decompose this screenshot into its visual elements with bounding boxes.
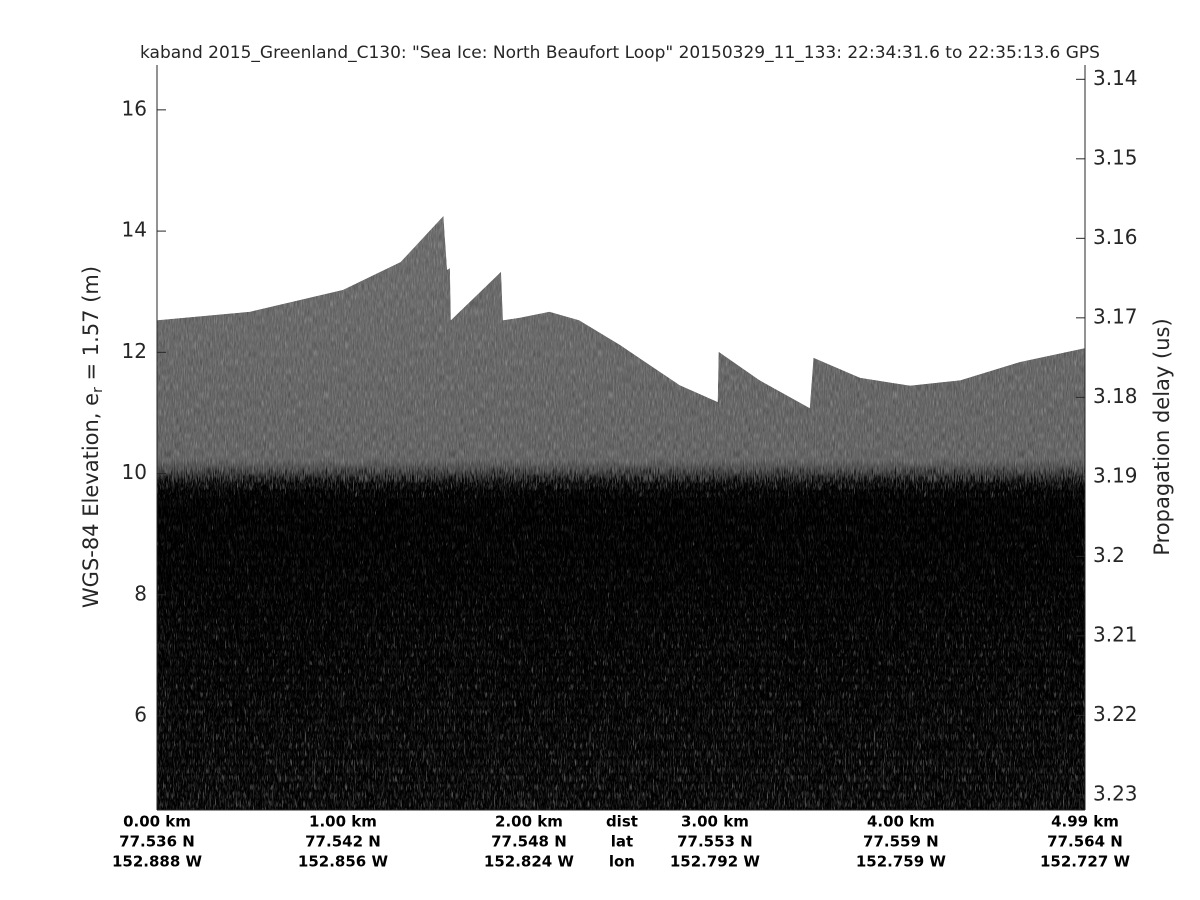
y-tick-label: 12 bbox=[122, 339, 147, 363]
y-label-subscript: r bbox=[90, 387, 106, 393]
echogram-area bbox=[157, 215, 1085, 810]
y2-tick-label: 3.15 bbox=[1093, 145, 1138, 169]
y2-tick-label: 3.16 bbox=[1093, 225, 1138, 249]
y2-tick-label: 3.17 bbox=[1093, 304, 1138, 328]
y2-tick-label: 3.19 bbox=[1093, 463, 1138, 487]
y-tick-label: 6 bbox=[134, 703, 147, 727]
row-label: dist bbox=[606, 813, 638, 831]
y2-tick-label: 3.22 bbox=[1093, 702, 1138, 726]
x-tick-label: 0.00 km bbox=[123, 813, 191, 831]
row-label: lat bbox=[611, 833, 633, 851]
lat-label: 77.559 N bbox=[863, 833, 939, 851]
x-tick-label: 4.99 km bbox=[1051, 813, 1119, 831]
lat-label: 77.548 N bbox=[491, 833, 567, 851]
x-tick-label: 2.00 km bbox=[495, 813, 563, 831]
y2-tick-label: 3.23 bbox=[1093, 781, 1138, 805]
y-tick-label: 8 bbox=[134, 581, 147, 605]
lon-label: 152.759 W bbox=[856, 853, 947, 871]
y-tick-label: 14 bbox=[122, 218, 147, 242]
lon-label: 152.856 W bbox=[298, 853, 389, 871]
y2-tick-label: 3.2 bbox=[1093, 543, 1125, 567]
lat-label: 77.553 N bbox=[677, 833, 753, 851]
row-label: lon bbox=[609, 853, 635, 871]
y-label-text: = 1.57 (m) bbox=[79, 266, 103, 387]
y-tick-label: 10 bbox=[122, 460, 147, 484]
lon-label: 152.824 W bbox=[484, 853, 575, 871]
y2-axis-label: Propagation delay (us) bbox=[1150, 318, 1174, 555]
chart-title: kaband 2015_Greenland_C130: "Sea Ice: No… bbox=[140, 43, 1100, 63]
x-tick-label: 4.00 km bbox=[867, 813, 935, 831]
lon-label: 152.888 W bbox=[112, 853, 203, 871]
y2-tick-label: 3.18 bbox=[1093, 384, 1138, 408]
x-tick-label: 3.00 km bbox=[681, 813, 749, 831]
lon-label: 152.792 W bbox=[670, 853, 761, 871]
y2-tick-label: 3.14 bbox=[1093, 66, 1138, 90]
y2-tick-label: 3.21 bbox=[1093, 622, 1138, 646]
y-tick-label: 16 bbox=[122, 96, 147, 120]
lat-label: 77.564 N bbox=[1047, 833, 1123, 851]
lat-label: 77.536 N bbox=[119, 833, 195, 851]
y-axis-label: WGS-84 Elevation, er = 1.57 (m) bbox=[79, 266, 106, 608]
x-tick-label: 1.00 km bbox=[309, 813, 377, 831]
lon-label: 152.727 W bbox=[1040, 853, 1131, 871]
y-label-text: WGS-84 Elevation, e bbox=[79, 393, 103, 608]
lat-label: 77.542 N bbox=[305, 833, 381, 851]
